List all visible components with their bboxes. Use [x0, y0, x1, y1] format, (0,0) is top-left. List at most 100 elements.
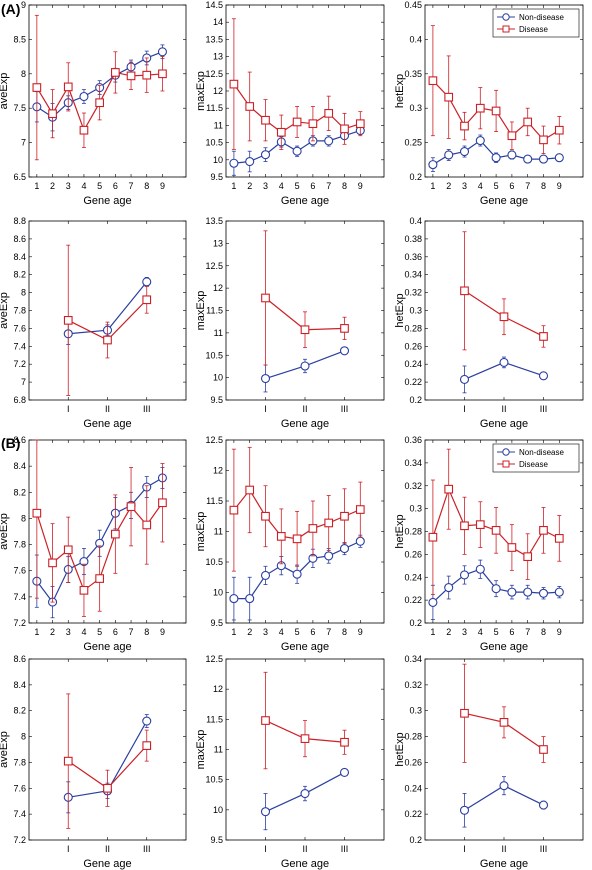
x-tick-label: III — [341, 844, 349, 854]
x-tick-label: 9 — [358, 627, 363, 637]
y-tick-label: 14 — [213, 17, 223, 27]
x-tick-label: II — [501, 844, 506, 854]
series-disease — [229, 446, 365, 572]
y-tick-label: 0.2 — [409, 618, 422, 628]
y-tick-label: 0.25 — [404, 138, 422, 148]
plot-frame — [225, 439, 385, 624]
x-tick-label: 9 — [160, 181, 165, 191]
data-point — [460, 521, 469, 531]
x-tick-label: 7 — [525, 181, 530, 191]
y-axis-label: hetExp — [394, 293, 406, 327]
y-tick-label: 8.4 — [13, 461, 26, 471]
data-point — [292, 117, 302, 127]
data-point — [539, 135, 548, 145]
data-point — [300, 361, 310, 371]
y-tick-label: 0.35 — [404, 69, 422, 79]
y-axis-label: hetExp — [394, 74, 406, 108]
x-tick-label: 9 — [160, 627, 165, 637]
series-disease — [32, 439, 167, 617]
data-point — [499, 717, 509, 727]
data-point — [428, 532, 438, 542]
y-tick-label: 7.2 — [13, 618, 26, 628]
y-axis-label: hetExp — [394, 514, 406, 548]
x-tick-label: 9 — [557, 181, 562, 191]
y-tick-label: 12.5 — [205, 69, 223, 79]
y-tick-label: 0.3 — [409, 306, 422, 316]
y-tick-label: 8.6 — [13, 234, 26, 244]
x-tick-label: 8 — [342, 627, 347, 637]
data-point — [308, 524, 318, 533]
y-tick-label: 0.3 — [409, 103, 422, 113]
y-tick-label: 12 — [213, 466, 223, 476]
x-tick-label: 8 — [144, 181, 149, 191]
data-point — [460, 708, 469, 718]
data-point — [340, 511, 349, 521]
x-tick-label: I — [463, 844, 466, 854]
y-tick-label: 7.8 — [13, 540, 26, 550]
data-point — [339, 544, 350, 554]
plot-frame — [225, 4, 385, 178]
x-tick-label: 4 — [478, 627, 483, 637]
legend-entry: Non-disease — [519, 13, 564, 22]
data-point — [32, 83, 42, 92]
y-tick-label: 10 — [213, 588, 223, 598]
y-tick-label: 7.4 — [13, 592, 26, 602]
data-point — [63, 315, 73, 325]
data-point — [459, 374, 470, 384]
data-point — [229, 505, 239, 515]
data-point — [554, 587, 564, 597]
x-axis-label: Gene age — [480, 195, 528, 207]
data-point — [229, 79, 239, 89]
series-non-disease — [459, 356, 549, 394]
y-tick-label: 9 — [21, 0, 26, 10]
series-non-disease — [428, 134, 564, 172]
y-tick-label: 0.26 — [404, 549, 422, 559]
data-point — [260, 570, 271, 580]
x-axis-label: Gene age — [480, 641, 528, 653]
series-disease — [460, 663, 548, 763]
data-point — [48, 109, 57, 119]
data-point — [260, 807, 271, 817]
x-axis-label: Gene age — [83, 641, 131, 653]
series-disease — [460, 231, 548, 351]
data-point — [444, 92, 454, 102]
series-non-disease — [428, 559, 564, 620]
y-tick-label: 0.22 — [404, 809, 422, 819]
panel-label-a: (A) — [1, 1, 21, 17]
data-point — [539, 526, 548, 535]
data-point — [355, 119, 365, 129]
series-disease — [63, 244, 152, 396]
plot-frame — [424, 658, 584, 841]
data-point — [428, 597, 438, 607]
data-point — [355, 536, 365, 546]
y-axis-label: aveExp — [0, 513, 10, 550]
data-point — [491, 153, 501, 163]
data-point — [103, 783, 112, 793]
data-point — [229, 158, 239, 168]
y-tick-label: 8.5 — [13, 34, 26, 44]
data-point — [428, 160, 438, 170]
data-point — [292, 534, 302, 544]
data-point — [79, 585, 89, 595]
plot-frame — [28, 658, 187, 841]
x-tick-label: 1 — [430, 627, 435, 637]
series-disease — [261, 230, 349, 366]
series-disease — [428, 25, 564, 155]
y-tick-label: 13.5 — [205, 34, 223, 44]
y-tick-label: 0.3 — [409, 504, 422, 514]
x-tick-label: 2 — [446, 181, 451, 191]
y-tick-label: 0.28 — [404, 732, 422, 742]
data-point — [491, 526, 501, 535]
data-point — [339, 767, 350, 777]
data-point — [158, 69, 167, 79]
y-tick-label: 8.2 — [13, 706, 26, 716]
data-point — [523, 587, 533, 597]
legend-marker — [502, 460, 510, 468]
chart-4: 6.877.27.47.67.888.28.48.68.8I II IIIGene … — [0, 216, 187, 430]
y-tick-label: 8 — [21, 288, 26, 298]
data-point — [507, 587, 517, 597]
